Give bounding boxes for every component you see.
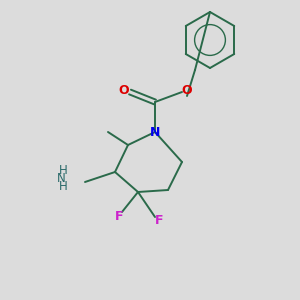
Text: F: F <box>115 209 123 223</box>
Text: N: N <box>150 125 160 139</box>
Text: F: F <box>155 214 163 227</box>
Text: H: H <box>58 179 68 193</box>
Text: O: O <box>182 85 192 98</box>
Text: O: O <box>119 83 129 97</box>
Text: H: H <box>58 164 68 176</box>
Text: N: N <box>57 172 65 184</box>
